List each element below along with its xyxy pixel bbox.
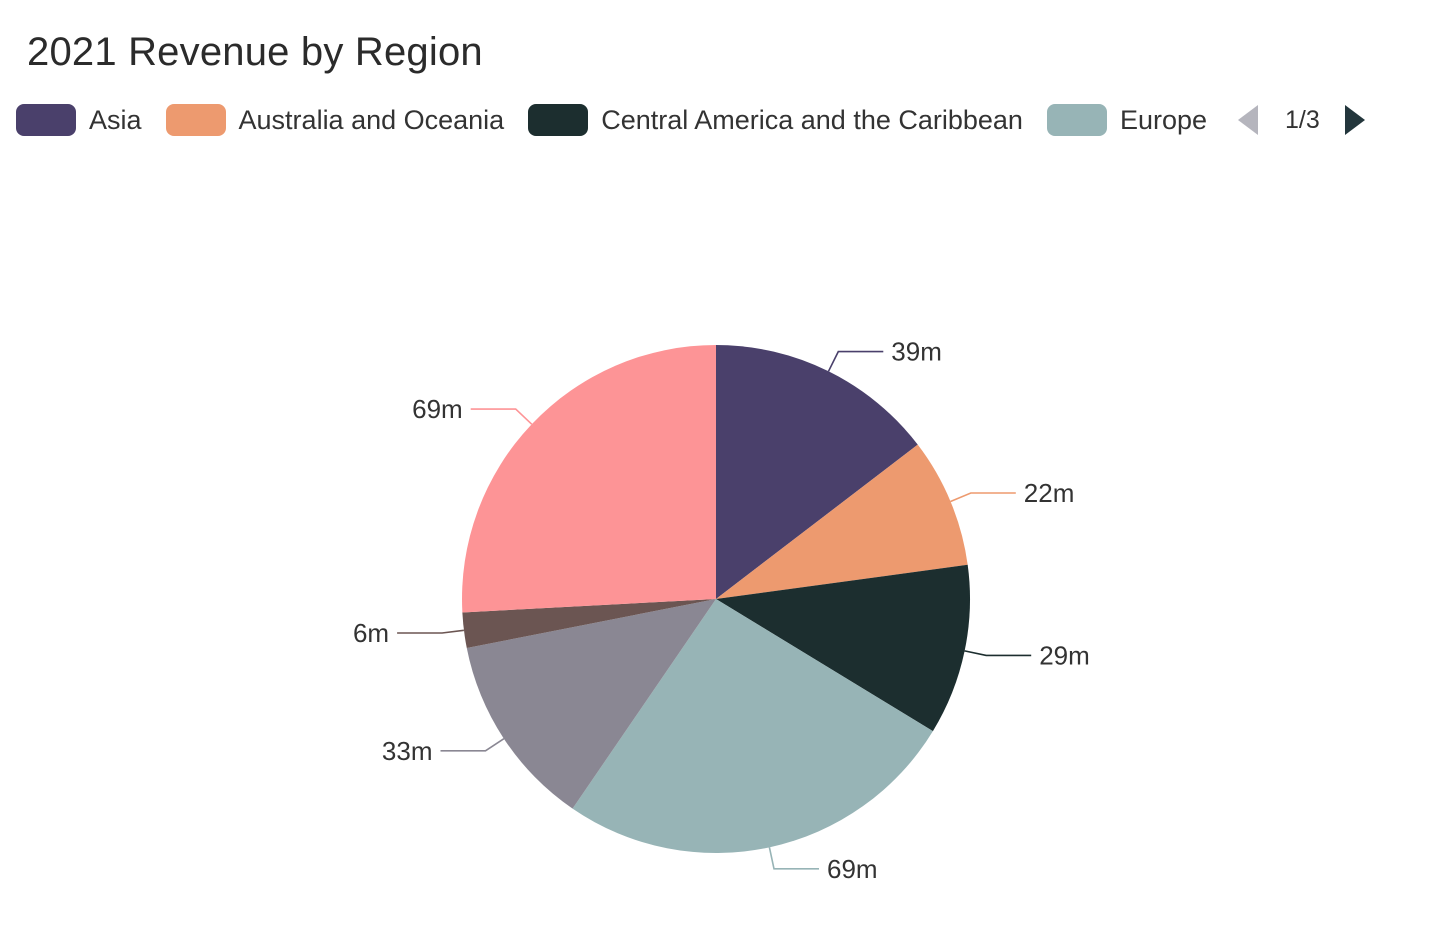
legend-label-australia-and-oceania: Australia and Oceania (238, 104, 505, 135)
label-leader-line (768, 847, 819, 870)
pie-slice[interactable] (462, 599, 716, 648)
pie-slice[interactable] (716, 444, 968, 599)
legend-prev-button[interactable] (1235, 104, 1261, 136)
pie-slice[interactable] (572, 599, 933, 853)
label-leader-line (440, 738, 505, 752)
legend-swatch-asia (16, 104, 76, 136)
legend-item-australia-and-oceania[interactable]: Australia and Oceania (165, 104, 505, 136)
legend-label-europe: Europe (1119, 104, 1208, 135)
label-leader-line (827, 350, 884, 372)
legend: Asia Australia and Oceania Central Ameri… (16, 100, 1368, 140)
legend-swatch-europe (1046, 104, 1107, 136)
slice-data-label: 33m (382, 736, 433, 766)
label-leader-line (397, 629, 464, 634)
legend-swatch-australia-and-oceania (165, 104, 226, 136)
legend-next-button[interactable] (1342, 104, 1368, 136)
legend-pager: 1/3 (1235, 104, 1368, 136)
legend-item-asia[interactable]: Asia (16, 104, 142, 136)
slice-data-label: 6m (353, 618, 389, 648)
legend-item-central-america[interactable]: Central America and the Caribbean (528, 104, 1023, 136)
slice-data-label: 39m (891, 337, 942, 367)
slice-data-label: 69m (412, 394, 463, 424)
legend-page-indicator: 1/3 (1285, 105, 1320, 134)
slice-data-label: 69m (827, 854, 878, 884)
pie-slice[interactable] (716, 564, 971, 732)
label-leader-line (964, 650, 1032, 657)
legend-swatch-central-america (528, 104, 589, 136)
label-leader-line (470, 408, 533, 425)
slice-data-label: 29m (1039, 640, 1090, 670)
legend-label-asia: Asia (89, 104, 142, 135)
label-leader-line (950, 492, 1016, 503)
pie-slice[interactable] (462, 345, 716, 613)
legend-item-europe[interactable]: Europe (1046, 104, 1208, 136)
pie-slice[interactable] (466, 599, 716, 809)
pie-slice[interactable] (716, 345, 918, 599)
legend-label-central-america: Central America and the Caribbean (601, 104, 1023, 135)
triangle-right-icon (1344, 105, 1365, 135)
slice-data-label: 22m (1024, 478, 1075, 508)
chart-title: 2021 Revenue by Region (27, 30, 483, 74)
triangle-left-icon (1238, 105, 1259, 135)
